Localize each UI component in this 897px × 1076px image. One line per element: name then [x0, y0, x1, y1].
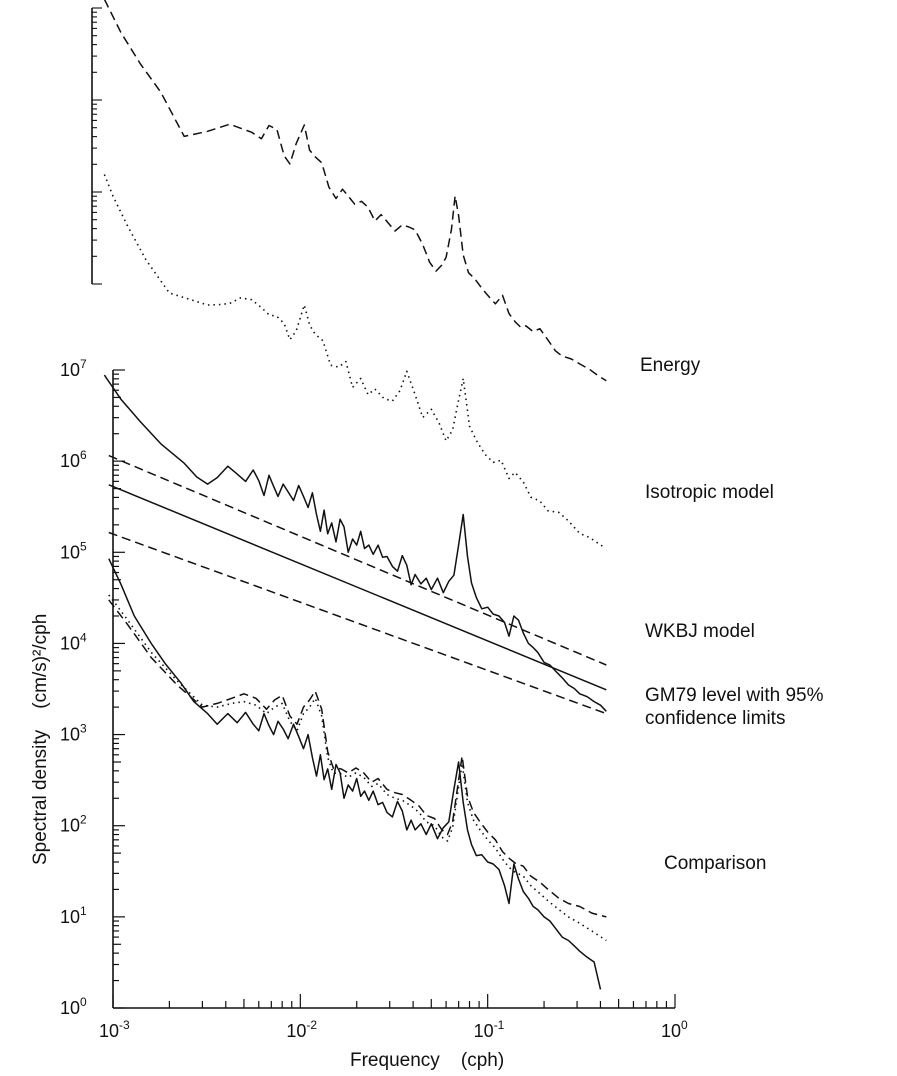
- panel-gm79-level-with-95-confidence-limits: [108, 454, 607, 715]
- y-tick-label: 101: [60, 904, 87, 927]
- x-tick-labels: 10-3 10-2 10-1 100: [99, 1018, 688, 1041]
- legend-label-isotropic: Isotropic model: [645, 482, 774, 503]
- legend-label-comparison: Comparison: [664, 853, 766, 874]
- y-tick-label: 106: [60, 448, 87, 471]
- y-tick-label: 103: [60, 722, 87, 745]
- y-tick-label: 100: [60, 995, 87, 1018]
- y-tick-label: 104: [60, 630, 87, 653]
- series-line-dotted: [103, 174, 605, 549]
- series-layer: [103, 0, 607, 990]
- legend-label-confidence: confidence limits: [645, 708, 785, 729]
- y-tick-label: 105: [60, 539, 87, 562]
- x-tick-label: 10-1: [474, 1018, 505, 1041]
- upper-offset-axis: [91, 7, 102, 285]
- legend-label-gm79: GM79 level with 95%: [645, 685, 824, 706]
- series-line-dashed: [108, 454, 607, 666]
- y-axis-title: Spectral density (cm/s)²/cph: [30, 614, 51, 865]
- series-line-dashed: [103, 0, 607, 382]
- series-line-solid: [108, 558, 602, 990]
- series-line-dashed: [108, 531, 607, 715]
- series-line-dashed: [108, 599, 607, 918]
- panel-isotropic-model: [103, 174, 605, 549]
- series-line-solid: [103, 374, 607, 712]
- panel-comparison: [108, 558, 607, 990]
- panel-wkbj-model: [103, 374, 607, 712]
- legend-label-wkbj: WKBJ model: [645, 621, 755, 642]
- x-axis-title: Frequency (cph): [350, 1050, 504, 1071]
- series-line-solid: [108, 484, 607, 691]
- x-tick-label: 10-3: [99, 1018, 130, 1041]
- panel-energy: [103, 0, 607, 382]
- main-axes: [112, 369, 676, 1009]
- legend-label-energy: Energy: [640, 355, 701, 376]
- x-tick-label: 100: [661, 1018, 688, 1041]
- y-tick-label: 102: [60, 813, 87, 836]
- y-tick-labels: 100 101 102 103 104 105 106 107: [60, 357, 87, 1018]
- y-tick-label: 107: [60, 357, 87, 380]
- x-tick-label: 10-2: [286, 1018, 317, 1041]
- series-line-dotted: [108, 594, 607, 942]
